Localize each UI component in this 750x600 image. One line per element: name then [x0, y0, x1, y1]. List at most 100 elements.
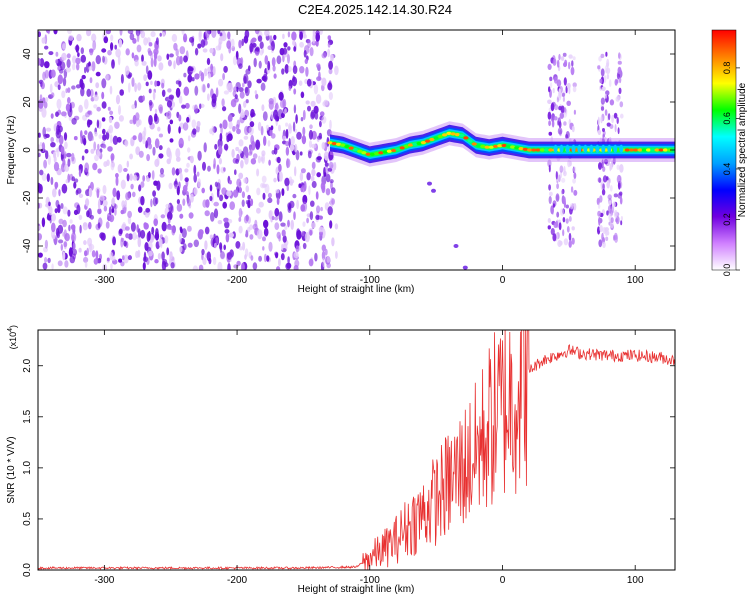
- noise-cell: [310, 100, 316, 107]
- noise-cell: [218, 157, 222, 165]
- noise-cell: [48, 51, 54, 56]
- noise-cell: [84, 66, 87, 74]
- noise-cell: [212, 66, 216, 76]
- snr-x-ticks: -300 -200 -100 0 100: [94, 330, 644, 586]
- noise-cell: [94, 131, 98, 137]
- side-band-cell: [562, 52, 567, 57]
- noise-cell: [150, 57, 154, 68]
- noise-cell: [238, 149, 243, 154]
- noise-cell: [64, 260, 69, 268]
- noise-cell: [239, 91, 245, 99]
- noise-cell: [291, 31, 297, 41]
- ridge-blob: [565, 144, 570, 153]
- noise-cell: [85, 198, 90, 207]
- noise-cell: [324, 248, 328, 256]
- noise-cell: [261, 150, 266, 157]
- noise-cell: [117, 55, 121, 66]
- noise-cell: [232, 189, 239, 198]
- side-band-cell: [602, 175, 608, 183]
- side-band-cell: [568, 54, 573, 59]
- noise-cell: [67, 209, 71, 217]
- noise-cell: [131, 77, 135, 88]
- noise-cell: [266, 255, 270, 262]
- noise-cell: [38, 31, 41, 38]
- side-band-cell: [550, 114, 555, 122]
- ridge-peak: [650, 148, 656, 152]
- noise-cell: [131, 104, 136, 110]
- side-band-cell: [618, 87, 622, 95]
- noise-cell: [235, 241, 241, 249]
- side-band-cell: [611, 206, 615, 214]
- side-band-cell: [566, 100, 571, 107]
- noise-cell: [127, 30, 134, 34]
- noise-cell: [129, 173, 133, 181]
- noise-cell: [278, 124, 281, 132]
- side-band-cell: [600, 68, 605, 77]
- noise-cell: [166, 110, 172, 120]
- noise-cell: [60, 203, 64, 209]
- noise-cell: [158, 133, 163, 138]
- noise-cell: [243, 100, 247, 108]
- noise-cell: [226, 82, 231, 91]
- noise-cell: [88, 221, 92, 230]
- noise-cell: [289, 143, 295, 152]
- noise-cell: [78, 169, 82, 177]
- noise-cell: [256, 187, 261, 196]
- noise-cell: [263, 135, 267, 146]
- noise-cell: [314, 252, 318, 262]
- noise-cell: [210, 212, 215, 222]
- side-band-cell: [563, 121, 567, 126]
- noise-cell: [158, 62, 164, 71]
- noise-cell: [102, 55, 105, 63]
- noise-cell: [234, 94, 238, 100]
- noise-cell: [183, 86, 190, 96]
- noise-cell: [296, 199, 299, 210]
- noise-cell: [150, 80, 153, 85]
- noise-cell: [142, 95, 145, 102]
- noise-cell: [124, 65, 130, 76]
- y-tick-label: 1.5: [22, 409, 33, 423]
- noise-cell: [132, 114, 137, 125]
- noise-cell: [53, 151, 56, 159]
- noise-cell: [159, 173, 165, 178]
- noise-cell: [71, 152, 75, 162]
- noise-cell: [187, 147, 191, 153]
- noise-cell: [55, 51, 59, 57]
- noise-cell: [148, 42, 153, 47]
- colorbar-label: Normalized spectral amplitude: [737, 82, 748, 217]
- ridge-blob: [571, 144, 576, 153]
- noise-cell: [304, 58, 308, 64]
- side-band-cell: [568, 216, 572, 222]
- noise-cell: [65, 88, 68, 94]
- noise-cell: [167, 88, 172, 93]
- noise-cell: [245, 99, 249, 104]
- noise-cell: [65, 67, 71, 73]
- side-band-cell: [608, 200, 612, 206]
- noise-cell: [231, 148, 235, 158]
- noise-cell: [86, 210, 90, 218]
- side-band-cell: [561, 177, 566, 183]
- noise-cell: [137, 237, 142, 248]
- noise-cell: [181, 30, 185, 35]
- noise-cell: [167, 59, 172, 67]
- noise-cell: [91, 61, 96, 72]
- noise-cell: [42, 262, 48, 270]
- noise-cell: [75, 84, 81, 89]
- noise-cell: [130, 222, 136, 232]
- noise-cell: [250, 158, 257, 165]
- noise-cell: [65, 179, 69, 184]
- noise-cell: [300, 117, 304, 122]
- noise-cell: [38, 233, 42, 241]
- noise-cell: [96, 119, 100, 129]
- side-band-cell: [603, 75, 607, 83]
- side-band-cell: [563, 238, 569, 246]
- noise-cell: [222, 119, 228, 130]
- noise-cell: [83, 256, 89, 263]
- noise-cell: [127, 216, 132, 225]
- noise-cell: [309, 47, 314, 57]
- noise-cell: [258, 255, 262, 262]
- noise-cell: [102, 184, 107, 195]
- noise-cell: [258, 201, 264, 208]
- noise-cell: [101, 91, 105, 100]
- noise-cell: [174, 184, 178, 190]
